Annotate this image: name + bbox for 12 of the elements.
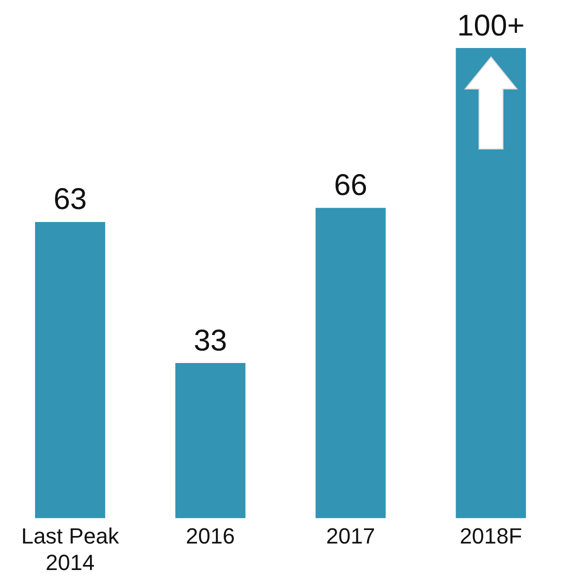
x-tick-label: 2017 bbox=[326, 523, 376, 548]
x-tick-label: 2016 bbox=[186, 523, 235, 548]
data-label: 100+ bbox=[457, 9, 525, 42]
x-tick-label: Last Peak 2014 bbox=[21, 523, 120, 575]
data-label: 33 bbox=[194, 324, 228, 358]
bar bbox=[35, 222, 106, 518]
data-label: 66 bbox=[334, 169, 368, 202]
bar bbox=[316, 208, 386, 518]
bar bbox=[456, 48, 526, 518]
x-tick-label: 2018F bbox=[460, 523, 522, 548]
data-label: 63 bbox=[53, 183, 87, 216]
bar bbox=[175, 363, 246, 518]
